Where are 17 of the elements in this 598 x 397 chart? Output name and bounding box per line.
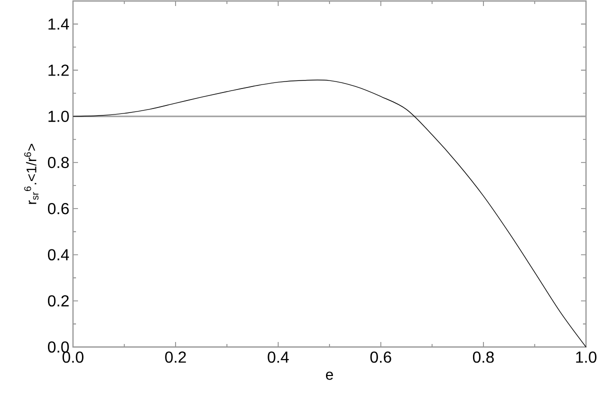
y-tick-label: 1.2 <box>48 64 69 76</box>
x-tick-label: 0.0 <box>62 352 84 363</box>
y-tick-label: 0.2 <box>48 295 69 307</box>
y-tick-label: 0.6 <box>48 202 69 214</box>
y-tick-label: 1.0 <box>48 110 69 122</box>
y-axis-title: r$_{sr}$$^{6}$.<1/r$^{6}$> <box>24 144 38 204</box>
x-tick-label: 1.0 <box>576 352 596 363</box>
x-tick-label: 0.6 <box>370 352 392 363</box>
y-tick-label: 0.0 <box>48 341 69 353</box>
y-tick-label: 1.4 <box>48 18 70 30</box>
y-tick-label: 0.8 <box>48 156 69 168</box>
y-tick-label: 0.4 <box>48 249 70 260</box>
x-tick-label: 0.2 <box>165 352 186 363</box>
x-tick-label: 0.8 <box>472 352 494 363</box>
x-axis-title: e <box>326 372 333 380</box>
x-tick-label: 0.4 <box>268 352 289 363</box>
line-series <box>72 80 586 348</box>
